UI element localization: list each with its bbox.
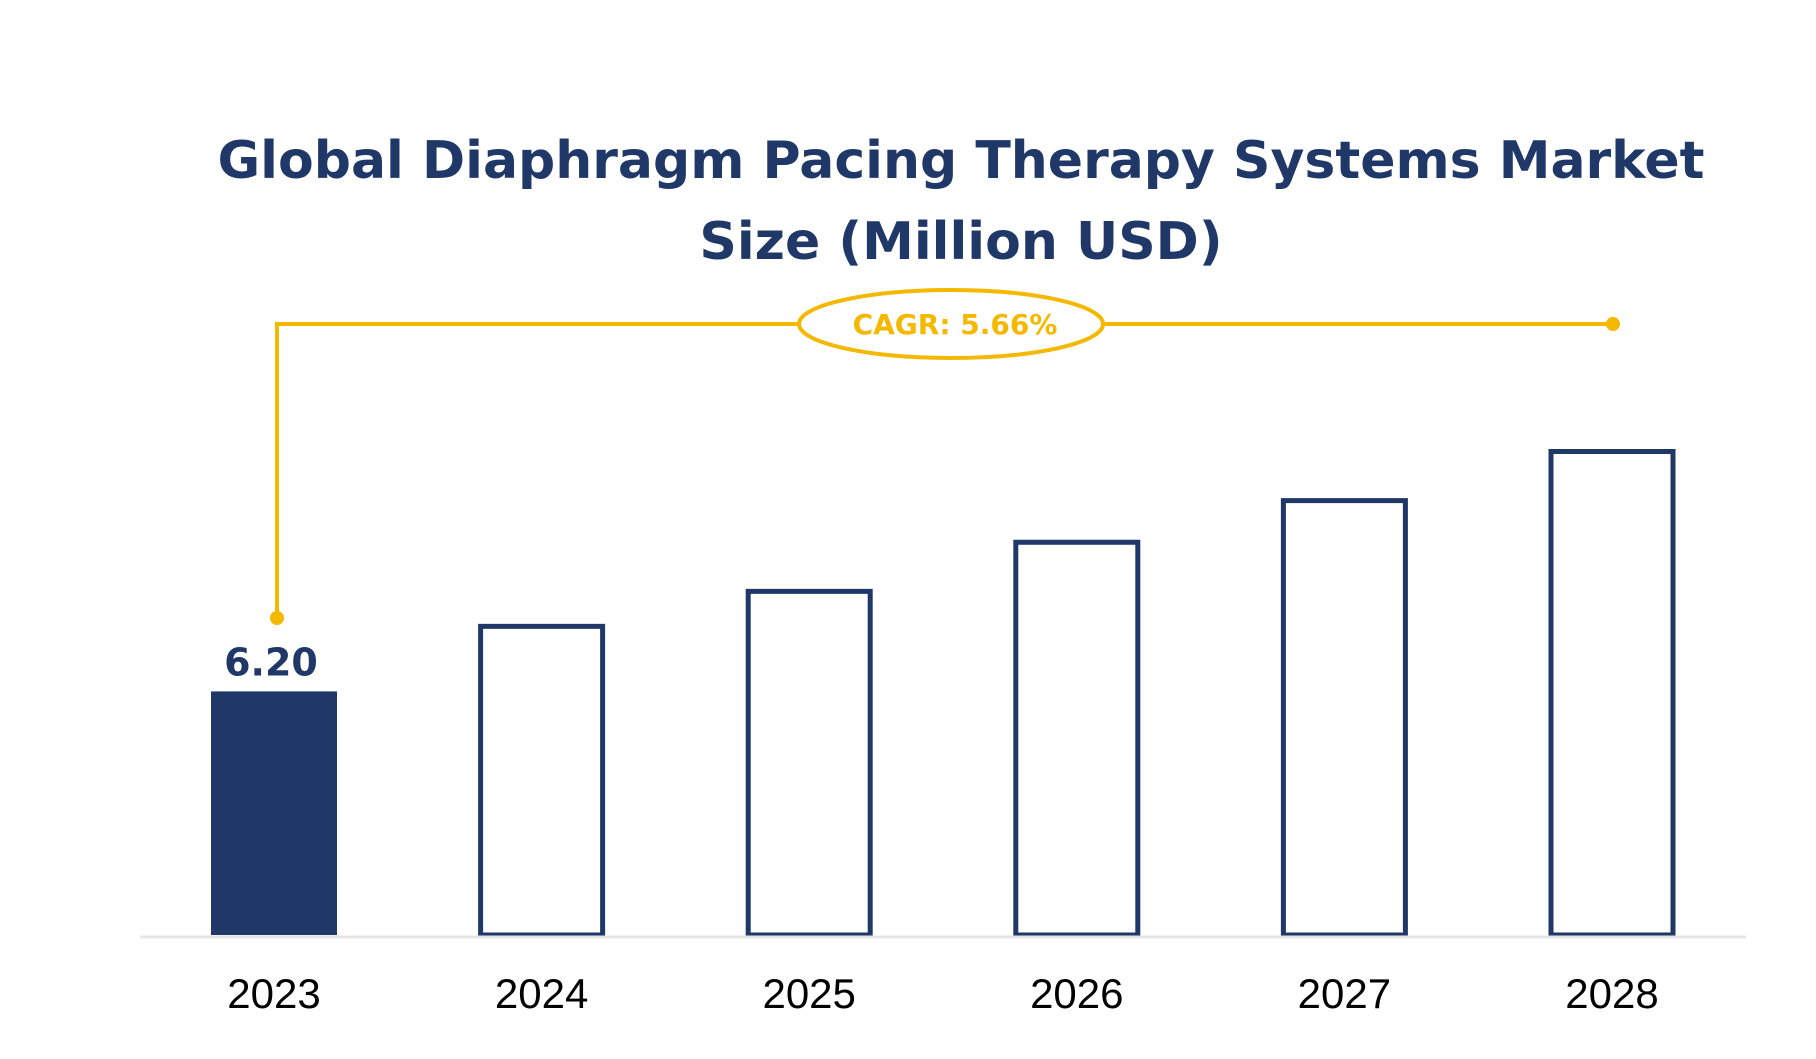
data-label: 6.20 [224,640,318,684]
bar-2023 [211,691,337,935]
bar-2026 [1013,539,1141,938]
x-tick-label: 2027 [1298,970,1391,1017]
cagr-start-dot [270,611,284,625]
bar-2024 [478,623,606,938]
bar-2027 [1280,498,1408,938]
x-tick-label: 2023 [227,970,320,1017]
cagr-end-dot [1606,317,1620,331]
x-tick-label: 2025 [762,970,855,1017]
cagr-annotation: CAGR: 5.66% [270,288,1620,625]
cagr-connector-line [275,322,799,618]
bar-2025 [745,588,873,938]
cagr-label: CAGR: 5.66% [853,308,1058,341]
x-tick-label: 2024 [495,970,588,1017]
chart-title-line-2: Size (Million USD) [699,212,1222,272]
bar-2028 [1548,449,1676,938]
cagr-ellipse [797,288,1105,360]
x-tick-label: 2026 [1030,970,1123,1017]
chart-title-line-1: Global Diaphragm Pacing Therapy Systems … [217,131,1704,191]
x-tick-label: 2028 [1565,970,1658,1017]
